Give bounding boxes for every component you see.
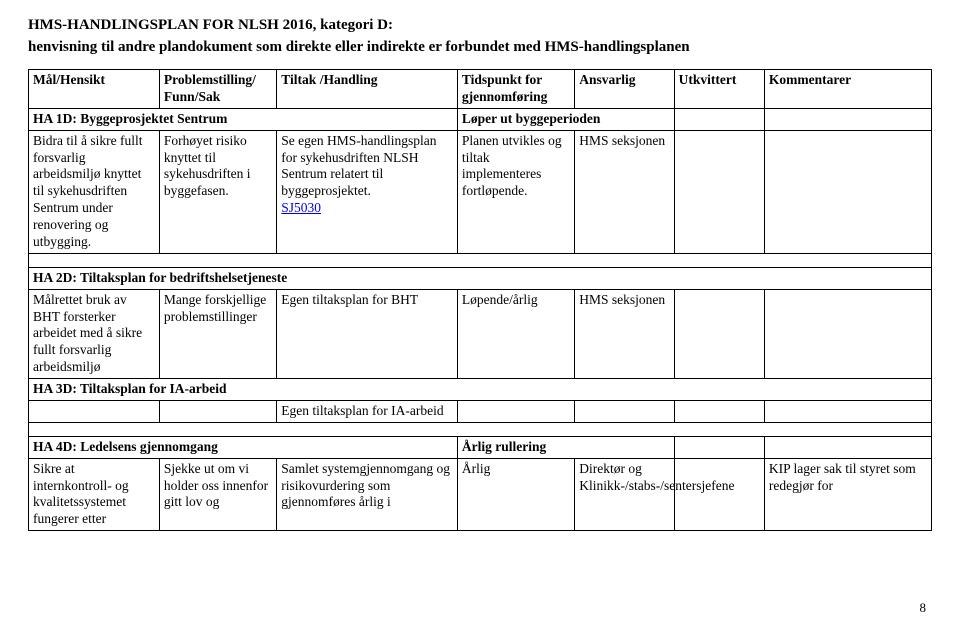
- page-number: 8: [920, 600, 927, 616]
- cell-ansvarlig: [575, 400, 674, 422]
- cell-problem: Sjekke ut om vi holder oss innenfor gitt…: [159, 458, 276, 531]
- cell-kommentarer: KIP lager sak til styret som redegjør fo…: [764, 458, 931, 531]
- cell-tiltak-text: Se egen HMS-handlingsplan for sykehusdri…: [281, 133, 436, 199]
- cell-ansvarlig: HMS seksjonen: [575, 289, 674, 378]
- cell-tiltak: Egen tiltaksplan for BHT: [277, 289, 458, 378]
- plan-table: Mål/Hensikt Problemstilling/ Funn/Sak Ti…: [28, 69, 932, 531]
- cell-maal: Bidra til å sikre fullt forsvarlig arbei…: [29, 130, 160, 253]
- col-header-ansvarlig: Ansvarlig: [575, 70, 674, 109]
- col-header-kommentarer: Kommentarer: [764, 70, 931, 109]
- cell-problem: Mange forskjellige problemstillinger: [159, 289, 276, 378]
- section-label-3d: HA 3D: Tiltaksplan for IA-arbeid: [29, 379, 932, 401]
- cell-utkvittert: [674, 400, 764, 422]
- col-header-problem-l2: Funn/Sak: [164, 89, 220, 104]
- section-1d-blank2: [764, 108, 931, 130]
- spacer-row: [29, 253, 932, 267]
- cell-tidspunkt: Planen utvikles og tiltak implementeres …: [457, 130, 574, 253]
- col-header-tidspunkt-l2: gjennomføring: [462, 89, 548, 104]
- section-period-4d: Årlig rullering: [457, 436, 674, 458]
- table-row: Sikre at internkontroll- og kvalitetssys…: [29, 458, 932, 531]
- table-row: Bidra til å sikre fullt forsvarlig arbei…: [29, 130, 932, 253]
- section-4d-blank2: [764, 436, 931, 458]
- section-row-3d: HA 3D: Tiltaksplan for IA-arbeid: [29, 379, 932, 401]
- doc-title-line1: HMS-HANDLINGSPLAN FOR NLSH 2016, kategor…: [28, 16, 932, 36]
- cell-utkvittert: [674, 289, 764, 378]
- col-header-maal: Mål/Hensikt: [29, 70, 160, 109]
- section-4d-blank1: [674, 436, 764, 458]
- section-row-4d: HA 4D: Ledelsens gjennomgang Årlig rulle…: [29, 436, 932, 458]
- section-label-4d: HA 4D: Ledelsens gjennomgang: [29, 436, 458, 458]
- section-row-2d: HA 2D: Tiltaksplan for bedriftshelsetjen…: [29, 267, 932, 289]
- spacer-row: [29, 422, 932, 436]
- col-header-problem: Problemstilling/ Funn/Sak: [159, 70, 276, 109]
- cell-ansvarlig: Direktør og Klinikk-/stabs-/sentersjefen…: [575, 458, 674, 531]
- cell-problem: [159, 400, 276, 422]
- cell-kommentarer: [764, 289, 931, 378]
- doc-title-line2: henvisning til andre plandokument som di…: [28, 38, 932, 58]
- section-row-1d: HA 1D: Byggeprosjektet Sentrum Løper ut …: [29, 108, 932, 130]
- cell-tidspunkt: Løpende/årlig: [457, 289, 574, 378]
- col-header-utkvittert: Utkvittert: [674, 70, 764, 109]
- cell-maal: Sikre at internkontroll- og kvalitetssys…: [29, 458, 160, 531]
- cell-tidspunkt: Årlig: [457, 458, 574, 531]
- section-period-1d: Løper ut byggeperioden: [457, 108, 674, 130]
- table-row: Egen tiltaksplan for IA-arbeid: [29, 400, 932, 422]
- section-label-2d: HA 2D: Tiltaksplan for bedriftshelsetjen…: [29, 267, 932, 289]
- cell-tiltak: Samlet systemgjennomgang og risikovurder…: [277, 458, 458, 531]
- cell-utkvittert: [674, 130, 764, 253]
- cell-tidspunkt: [457, 400, 574, 422]
- col-header-problem-l1: Problemstilling/: [164, 72, 256, 87]
- col-header-tidspunkt: Tidspunkt for gjennomføring: [457, 70, 574, 109]
- cell-problem: Forhøyet risiko knyttet til sykehusdrift…: [159, 130, 276, 253]
- cell-tiltak: Egen tiltaksplan for IA-arbeid: [277, 400, 458, 422]
- cell-ansvarlig: HMS seksjonen: [575, 130, 674, 253]
- section-label-1d: HA 1D: Byggeprosjektet Sentrum: [29, 108, 458, 130]
- table-header-row: Mål/Hensikt Problemstilling/ Funn/Sak Ti…: [29, 70, 932, 109]
- cell-utkvittert: [674, 458, 764, 531]
- section-1d-blank1: [674, 108, 764, 130]
- cell-kommentarer: [764, 400, 931, 422]
- cell-maal: Målrettet bruk av BHT forsterker arbeide…: [29, 289, 160, 378]
- cell-maal: [29, 400, 160, 422]
- cell-kommentarer: [764, 130, 931, 253]
- col-header-tidspunkt-l1: Tidspunkt for: [462, 72, 542, 87]
- col-header-tiltak: Tiltak /Handling: [277, 70, 458, 109]
- table-row: Målrettet bruk av BHT forsterker arbeide…: [29, 289, 932, 378]
- cell-tiltak: Se egen HMS-handlingsplan for sykehusdri…: [277, 130, 458, 253]
- sj5030-link[interactable]: SJ5030: [281, 200, 321, 215]
